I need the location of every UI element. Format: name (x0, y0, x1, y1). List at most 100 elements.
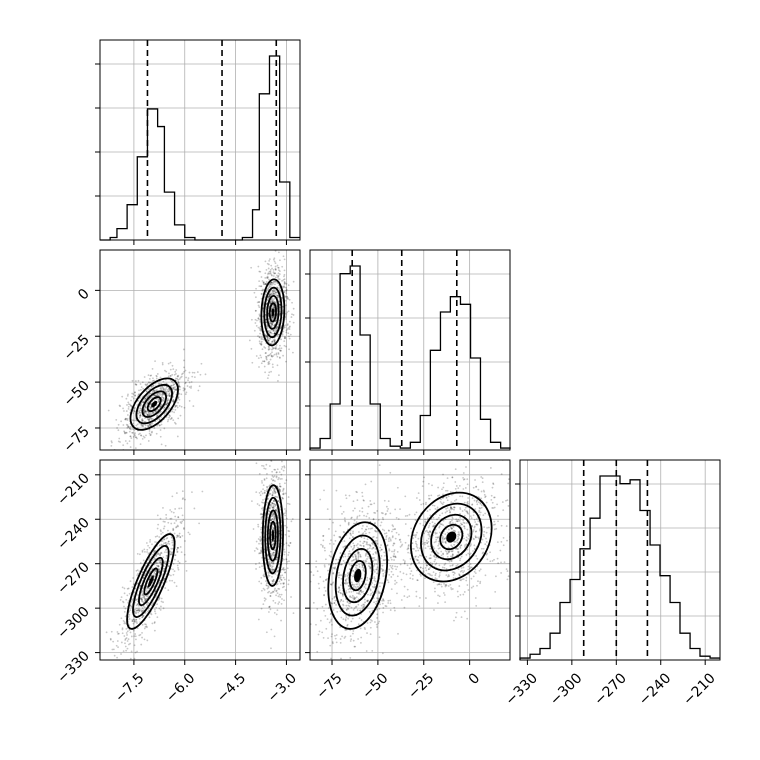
scatter-point (465, 466, 467, 468)
scatter-point (344, 579, 347, 582)
scatter-point (373, 558, 376, 561)
scatter-point (174, 389, 176, 391)
scatter-point (457, 533, 459, 536)
scatter-point (343, 553, 346, 556)
histogram-step (100, 55, 300, 241)
scatter-point (353, 596, 355, 599)
scatter-point (271, 511, 274, 514)
scatter-point (270, 301, 273, 303)
scatter-point (116, 631, 119, 633)
scatter-point (274, 280, 277, 283)
scatter-point (268, 353, 271, 356)
scatter-point (353, 597, 356, 600)
scatter-point (339, 584, 342, 587)
scatter-point (264, 467, 267, 470)
scatter-point (285, 314, 287, 317)
scatter-point (353, 546, 356, 549)
scatter-point (272, 513, 275, 516)
scatter-point (272, 543, 275, 546)
scatter-point (382, 598, 385, 601)
scatter-point (434, 590, 436, 593)
scatter-point (445, 574, 448, 577)
scatter-point (159, 376, 162, 379)
scatter-point (131, 395, 134, 398)
scatter-point (444, 550, 447, 552)
scatter-point (329, 518, 331, 521)
scatter-point (138, 416, 141, 419)
scatter-point (143, 410, 145, 413)
scatter-point (423, 542, 425, 544)
scatter-point (158, 554, 161, 556)
scatter-point (321, 605, 324, 608)
scatter-point (269, 337, 272, 340)
scatter-point (360, 619, 363, 621)
scatter-point (272, 329, 275, 332)
scatter-point (265, 291, 267, 294)
scatter-point (283, 258, 286, 261)
scatter-point (277, 323, 279, 326)
scatter-point (123, 430, 125, 433)
scatter-point (322, 534, 325, 537)
scatter-point (273, 290, 276, 293)
scatter-point (271, 561, 273, 564)
scatter-point (358, 591, 361, 593)
scatter-point (323, 594, 325, 597)
scatter-point (365, 560, 368, 563)
scatter-point (272, 329, 275, 332)
scatter-point (272, 578, 275, 581)
scatter-point (127, 407, 130, 410)
scatter-point (133, 644, 136, 647)
scatter-point (352, 530, 354, 533)
scatter-point (288, 320, 291, 323)
scatter-point (481, 481, 484, 484)
scatter-point (140, 598, 143, 601)
scatter-point (334, 539, 337, 542)
scatter-point (343, 517, 346, 520)
scatter-point (267, 340, 270, 343)
scatter-point (283, 512, 285, 515)
scatter-point (459, 547, 462, 549)
scatter-point (477, 501, 480, 504)
scatter-point (354, 585, 357, 588)
scatter-point (163, 538, 166, 541)
scatter-point (465, 536, 468, 539)
scatter-point (413, 513, 416, 516)
scatter-point (441, 566, 444, 569)
scatter-point (286, 324, 289, 327)
scatter-point (166, 537, 169, 539)
scatter-point (325, 578, 327, 581)
scatter-point (418, 554, 421, 557)
scatter-point (285, 562, 288, 565)
scatter-point (143, 398, 146, 401)
scatter-point (157, 398, 160, 401)
scatter-point (279, 349, 281, 352)
scatter-point (109, 637, 112, 640)
scatter-point (282, 493, 285, 496)
scatter-point (260, 550, 263, 553)
scatter-point (332, 543, 335, 545)
scatter-point (409, 558, 412, 560)
scatter-point (272, 569, 275, 571)
scatter-point (437, 552, 440, 555)
scatter-point (271, 543, 274, 546)
scatter-point (280, 468, 283, 470)
scatter-point (180, 551, 183, 554)
scatter-point (146, 587, 149, 589)
scatter-point (260, 490, 263, 493)
scatter-point (150, 613, 153, 616)
scatter-point (159, 424, 161, 427)
scatter-point (356, 550, 359, 553)
scatter-point (369, 588, 372, 591)
scatter-point (175, 372, 177, 375)
scatter-point (349, 587, 351, 590)
scatter-point (180, 507, 183, 510)
scatter-point (348, 602, 350, 605)
density-peak (271, 308, 275, 317)
scatter-point (119, 405, 122, 408)
scatter-point (279, 574, 282, 577)
scatter-point (337, 587, 340, 590)
scatter-point (324, 603, 327, 606)
scatter-point (164, 587, 167, 589)
scatter-point (292, 307, 295, 310)
scatter-point (382, 607, 385, 609)
